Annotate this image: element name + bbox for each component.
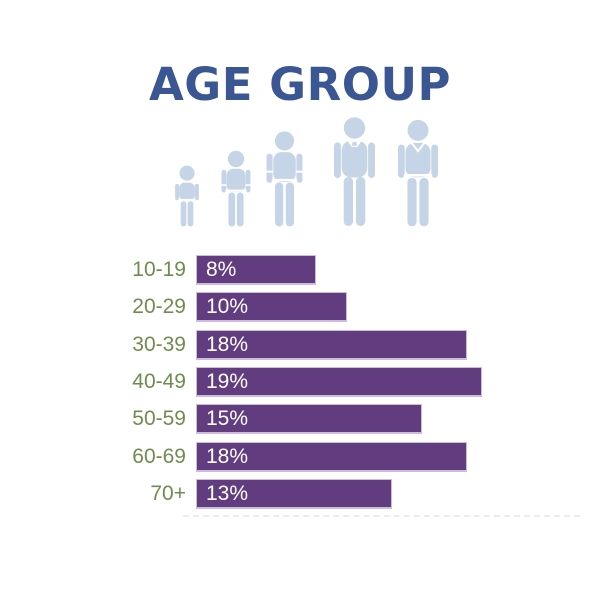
bar: 8% xyxy=(196,255,317,285)
chart-row: 40-49 19% xyxy=(0,366,482,397)
person-child-icon xyxy=(221,150,251,227)
chart-row: 20-29 10% xyxy=(0,292,347,323)
person-teen-icon xyxy=(265,131,304,227)
bar: 10% xyxy=(196,292,347,323)
bar-value-label: 19% xyxy=(206,369,249,393)
person-adult-icon xyxy=(397,119,439,227)
category-label: 20-29 xyxy=(132,295,186,319)
bar-value-label: 8% xyxy=(206,258,237,281)
bar-value-label: 13% xyxy=(206,481,249,505)
category-label: 50-59 xyxy=(132,407,186,431)
bar: 13% xyxy=(196,478,392,509)
person-adult-tie-icon xyxy=(334,117,375,226)
bar: 18% xyxy=(196,441,467,472)
category-label: 10-19 xyxy=(132,258,186,281)
category-label: 40-49 xyxy=(132,369,186,393)
chart-row: 50-59 15% xyxy=(0,404,422,435)
bar: 19% xyxy=(196,366,482,397)
age-group-bar-chart: 10-19 8% 20-29 10% 30-39 18% 40-49 19% 50-59 15% 6… xyxy=(0,255,600,520)
chart-row: 10-19 8% xyxy=(0,255,317,285)
bar-value-label: 15% xyxy=(206,407,249,431)
growing-people-icons xyxy=(0,0,600,240)
chart-row: 70+ 13% xyxy=(0,478,392,509)
bar-value-label: 18% xyxy=(206,444,249,468)
chart-row: 60-69 18% xyxy=(0,441,467,472)
chart-row: 30-39 18% xyxy=(0,329,467,360)
category-label: 70+ xyxy=(150,481,186,505)
bar-value-label: 10% xyxy=(206,295,249,319)
person-toddler-icon xyxy=(175,165,199,227)
axis-baseline xyxy=(183,515,580,517)
bar: 18% xyxy=(196,329,467,360)
bar: 15% xyxy=(196,404,422,435)
category-label: 60-69 xyxy=(132,444,186,468)
bar-value-label: 18% xyxy=(206,332,249,356)
category-label: 30-39 xyxy=(132,332,186,356)
chart-title: AGE GROUP xyxy=(148,58,452,111)
